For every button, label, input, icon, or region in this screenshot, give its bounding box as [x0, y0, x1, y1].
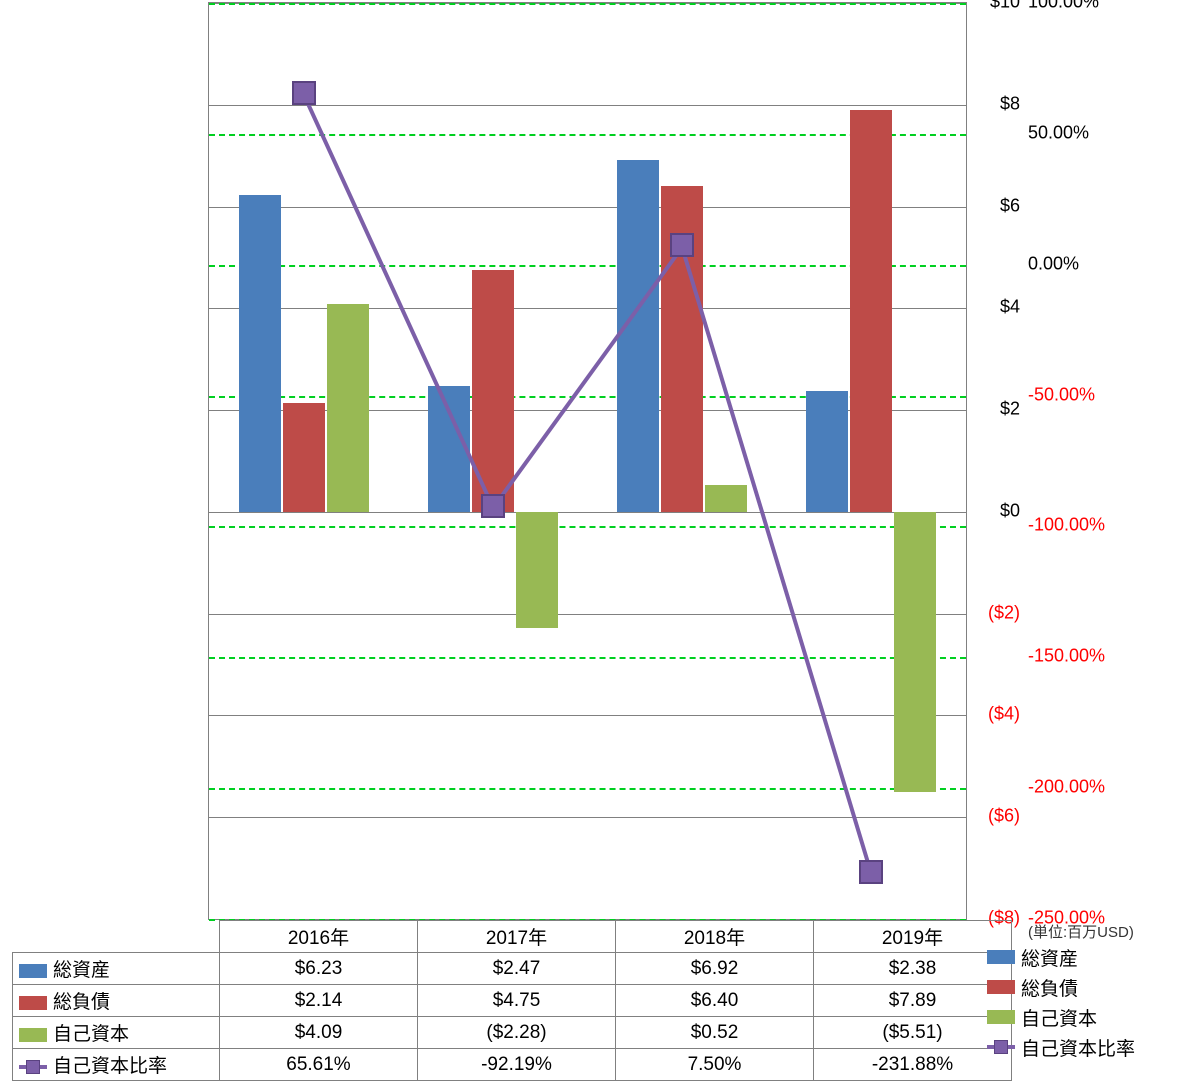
bar: [617, 160, 659, 512]
gridline-y2: [209, 526, 966, 528]
table-header-year: 2017年: [418, 921, 616, 953]
bar: [239, 195, 281, 512]
gridline-y2: [209, 657, 966, 659]
table-cell: -92.19%: [418, 1049, 616, 1081]
table-cell: $0.52: [616, 1017, 814, 1049]
y1-tick-label: $2: [970, 399, 1020, 420]
table-cell: $2.47: [418, 953, 616, 985]
table-row-label: 自己資本比率: [13, 1049, 220, 1081]
legend-swatch-bar: [987, 950, 1015, 964]
data-table: 2016年2017年2018年2019年総資産$6.23$2.47$6.92$2…: [12, 920, 1012, 1081]
row-label-text: 総負債: [53, 992, 110, 1013]
y1-tick-label: ($4): [970, 704, 1020, 725]
y1-tick-label: $10: [970, 0, 1020, 13]
gridline-y1: [209, 715, 966, 716]
line-marker: [481, 494, 505, 518]
table-header-year: 2019年: [814, 921, 1012, 953]
gridline-y2: [209, 3, 966, 5]
y1-tick-label: $4: [970, 297, 1020, 318]
table-cell: $7.89: [814, 985, 1012, 1017]
y2-tick-label: -100.00%: [1028, 515, 1105, 536]
y1-tick-label: $0: [970, 500, 1020, 521]
legend-label: 総資産: [1021, 944, 1078, 971]
table-cell: $4.09: [220, 1017, 418, 1049]
table-cell: $2.14: [220, 985, 418, 1017]
table-cell: $4.75: [418, 985, 616, 1017]
table-cell: 65.61%: [220, 1049, 418, 1081]
row-label-text: 自己資本: [53, 1024, 129, 1045]
legend-swatch-bar: [19, 996, 47, 1010]
bar: [894, 512, 936, 792]
table-cell: -231.88%: [814, 1049, 1012, 1081]
bar: [516, 512, 558, 628]
y2-tick-label: 0.00%: [1028, 253, 1079, 274]
table-header-blank: [13, 921, 220, 953]
right-legend: 総資産総負債自己資本自己資本比率: [987, 942, 1135, 1062]
table-row-label: 総負債: [13, 985, 220, 1017]
line-marker: [859, 860, 883, 884]
bar: [806, 391, 848, 512]
legend-swatch-bar: [19, 1028, 47, 1042]
y1-tick-label: ($6): [970, 806, 1020, 827]
y2-tick-label: -200.00%: [1028, 777, 1105, 798]
bar: [850, 110, 892, 512]
table-cell: $2.38: [814, 953, 1012, 985]
gridline-y1: [209, 512, 966, 513]
y-axis-left: $10$8$6$4$2$0($2)($4)($6)($8): [970, 2, 1020, 918]
legend-swatch-bar: [19, 964, 47, 978]
y2-tick-label: 50.00%: [1028, 122, 1089, 143]
chart-container: $10$8$6$4$2$0($2)($4)($6)($8) 100.00%50.…: [0, 0, 1196, 1071]
legend-swatch-bar: [987, 980, 1015, 994]
y1-tick-label: ($2): [970, 602, 1020, 623]
table-row-label: 総資産: [13, 953, 220, 985]
table-header-year: 2016年: [220, 921, 418, 953]
plot-area: [208, 2, 967, 920]
table-cell: $6.40: [616, 985, 814, 1017]
line-marker: [670, 233, 694, 257]
bar: [327, 304, 369, 512]
legend-item: 総負債: [987, 972, 1135, 1002]
bar: [705, 485, 747, 511]
unit-label: (単位:百万USD): [1028, 921, 1134, 942]
table-cell: $6.92: [616, 953, 814, 985]
legend-swatch-line: [19, 1065, 47, 1069]
y-axis-right: 100.00% 50.00% 0.00% -50.00% -100.00% -150.00…: [1028, 2, 1123, 918]
y1-tick-label: $8: [970, 93, 1020, 114]
table-row-label: 自己資本: [13, 1017, 220, 1049]
gridline-y1: [209, 614, 966, 615]
legend-swatch-bar: [987, 1010, 1015, 1024]
gridline-y1: [209, 105, 966, 106]
gridline-y2: [209, 788, 966, 790]
legend-label: 自己資本比率: [1021, 1034, 1135, 1061]
table-cell: ($5.51): [814, 1017, 1012, 1049]
legend-item: 自己資本比率: [987, 1032, 1135, 1062]
line-marker: [292, 81, 316, 105]
line-segment: [680, 246, 873, 874]
bar: [283, 403, 325, 512]
legend-label: 総負債: [1021, 974, 1078, 1001]
y1-tick-label: $6: [970, 195, 1020, 216]
row-label-text: 総資産: [53, 960, 110, 981]
y2-tick-label: 100.00%: [1028, 0, 1099, 13]
legend-item: 自己資本: [987, 1002, 1135, 1032]
y2-tick-label: -150.00%: [1028, 646, 1105, 667]
legend-item: 総資産: [987, 942, 1135, 972]
y2-tick-label: -50.00%: [1028, 384, 1095, 405]
legend-label: 自己資本: [1021, 1004, 1097, 1031]
table-cell: $6.23: [220, 953, 418, 985]
table-cell: 7.50%: [616, 1049, 814, 1081]
row-label-text: 自己資本比率: [53, 1056, 167, 1077]
table-cell: ($2.28): [418, 1017, 616, 1049]
legend-swatch-line: [987, 1045, 1015, 1049]
table-header-year: 2018年: [616, 921, 814, 953]
